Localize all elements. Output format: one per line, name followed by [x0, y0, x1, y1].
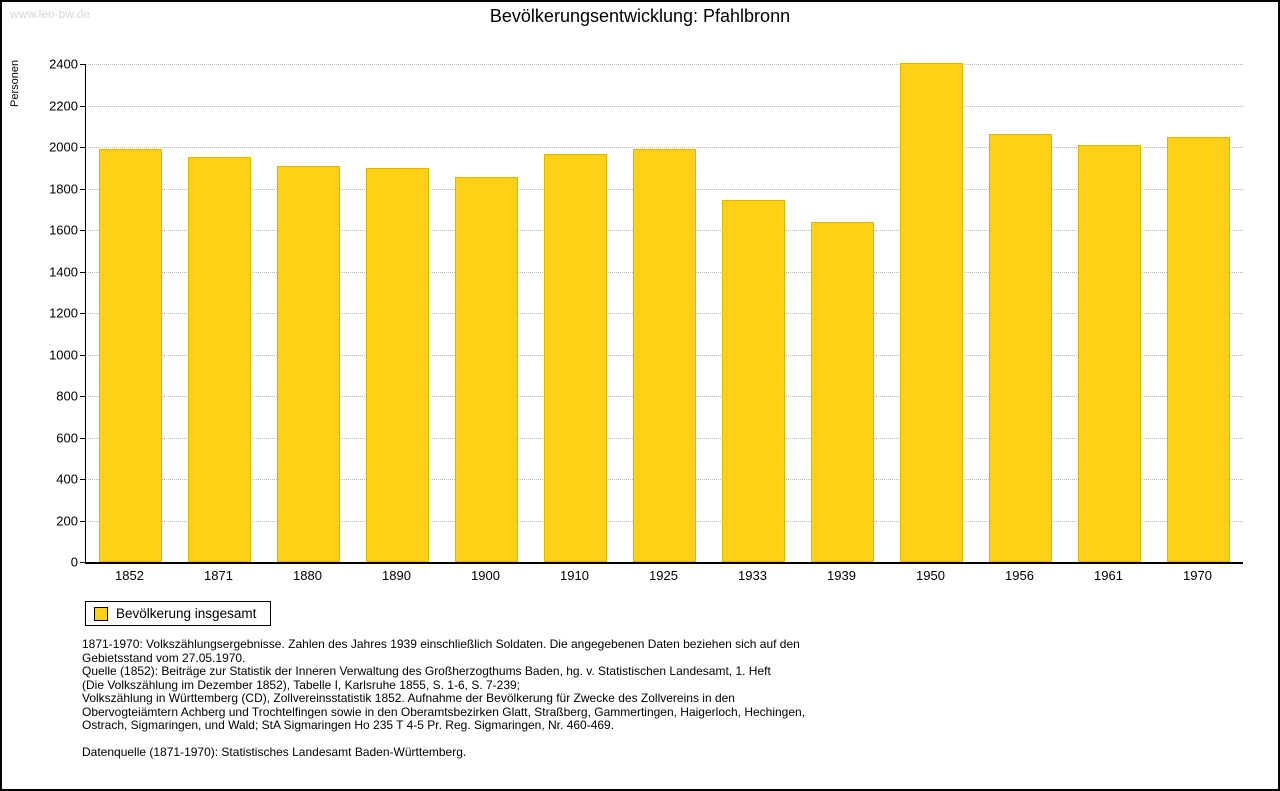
bar-1852	[99, 149, 162, 562]
y-tick-label: 1400	[49, 264, 78, 279]
y-tick-mark	[80, 313, 85, 314]
watermark: www.leo-bw.de	[10, 7, 91, 21]
y-tick-label: 2200	[49, 98, 78, 113]
y-tick-mark	[80, 271, 85, 273]
x-tick-label: 1939	[827, 568, 856, 583]
y-tick-mark	[80, 520, 85, 522]
y-tick-label: 0	[70, 554, 78, 570]
x-tick-label: 1961	[1094, 568, 1123, 583]
bar-1939	[811, 221, 874, 562]
y-tick-mark	[80, 230, 85, 231]
y-tick-mark	[80, 105, 85, 107]
note-line: Datenquelle (1871-1970): Statistisches L…	[82, 745, 467, 759]
y-tick-mark	[80, 147, 85, 148]
x-tick-label: 1925	[649, 568, 678, 583]
x-tick-label: 1970	[1183, 568, 1212, 583]
y-tick-label: 200	[56, 513, 78, 528]
legend-swatch	[94, 606, 108, 621]
y-tick-mark	[80, 396, 85, 397]
y-tick-mark	[80, 562, 85, 563]
y-tick-mark	[80, 188, 85, 190]
y-axis-tickmarks	[80, 64, 85, 563]
x-axis-labels: 1852 1871 1880 1890 1900 1910 1925 1933 1939 1950…	[85, 568, 1242, 586]
x-tick-label: 1900	[471, 568, 500, 583]
gridline	[86, 64, 1243, 65]
bar-1890	[366, 167, 429, 562]
y-axis-labels: 0 200 400 600 800 1000 1200 1400 1600 1800 2000 220…	[2, 57, 78, 570]
note-line: (Die Volkszählung im Dezember 1852), Tab…	[82, 677, 521, 692]
note-line: 1871-1970: Volkszählungsergebnisse. Zahl…	[82, 637, 800, 651]
plot-area	[85, 62, 1243, 564]
y-tick-label: 1800	[49, 181, 78, 196]
y-tick-mark	[80, 354, 85, 356]
gridline	[86, 105, 1243, 107]
x-tick-label: 1852	[115, 568, 144, 583]
x-tick-label: 1880	[293, 568, 322, 583]
y-tick-mark	[80, 479, 85, 480]
y-tick-label: 600	[56, 430, 78, 445]
bar-1961	[1078, 144, 1141, 562]
y-tick-label: 1600	[49, 222, 78, 238]
bar-1970	[1167, 136, 1230, 562]
x-tick-label: 1910	[560, 568, 589, 583]
x-tick-label: 1890	[382, 568, 411, 583]
bar-1956	[989, 133, 1052, 562]
bar-1880	[277, 165, 340, 562]
chart-title: Bevölkerungsentwicklung: Pfahlbronn	[489, 6, 791, 26]
note-line	[82, 733, 1212, 747]
note-line: Volkszählung in Württemberg (CD), Zollve…	[82, 691, 735, 705]
y-tick-label: 1000	[49, 347, 78, 362]
y-tick-label: 400	[56, 471, 78, 487]
x-tick-label: 1933	[738, 568, 767, 583]
x-tick-label: 1871	[204, 568, 233, 583]
legend: Bevölkerung insgesamt	[85, 601, 272, 626]
note-line: Obervogteiämtern Achberg und Trochtelfin…	[82, 704, 806, 719]
bar-1933	[722, 199, 785, 562]
bar-1910	[544, 154, 607, 562]
gridline	[86, 147, 1243, 148]
bar-1871	[188, 157, 251, 562]
y-tick-mark	[80, 437, 85, 439]
legend-label: Bevölkerung insgesamt	[116, 606, 257, 621]
note-line: Gebietsstand vom 27.05.1970.	[82, 650, 246, 665]
x-tick-label: 1956	[1005, 568, 1034, 583]
y-tick-label: 2000	[49, 139, 78, 155]
y-tick-label: 1200	[49, 305, 78, 321]
y-tick-label: 800	[56, 388, 78, 404]
bar-1925	[633, 149, 696, 562]
y-tick-mark	[80, 64, 85, 65]
bar-1900	[455, 177, 518, 562]
x-tick-label: 1950	[916, 568, 945, 583]
note-line: Ostrach, Sigmaringen, und Wald; StA Sigm…	[82, 718, 615, 732]
y-tick-label: 2400	[49, 56, 78, 72]
notes: 1871-1970: Volkszählungsergebnisse. Zahl…	[82, 637, 1212, 760]
note-line: Quelle (1852): Beiträge zur Statistik de…	[82, 664, 771, 678]
bar-1950	[900, 62, 963, 562]
